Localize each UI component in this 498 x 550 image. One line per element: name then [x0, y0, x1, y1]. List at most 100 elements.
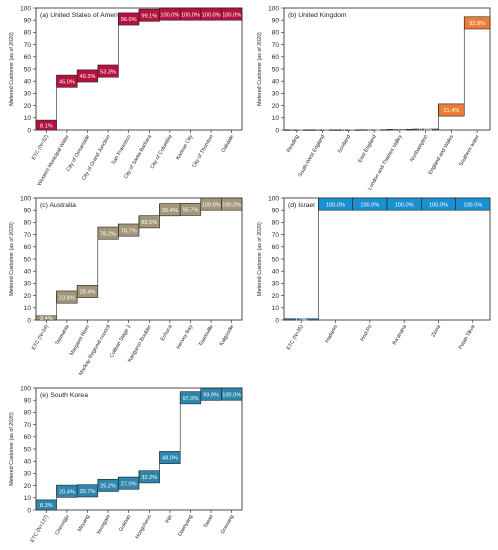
data-label: 99.9%: [203, 392, 219, 398]
chart-panel-3: 0 10 20 30 40 50 60 70 80 90 100 Metered Customer (…: [9, 195, 243, 377]
y-axis-label: Metered Customer (as of 2020): [9, 412, 15, 486]
x-tick-label: San Francisco: [111, 134, 133, 166]
data-label: 100.0%: [395, 202, 414, 208]
data-label: 48.0%: [162, 456, 178, 462]
panel-title: (e) South Korea: [40, 392, 88, 399]
x-tick-label: East England: [357, 134, 378, 164]
x-tick-label: Taean: [203, 514, 215, 529]
plot-frame: [35, 7, 243, 131]
x-tick-label: Kansas City: [175, 134, 194, 161]
y-axis-label: Metered Customer (as of 2020): [257, 222, 263, 296]
x-tick-label: Oakdale: [221, 134, 236, 154]
y-tick-label: 30: [272, 91, 280, 98]
data-label: 8.1%: [40, 123, 53, 129]
data-label: 28.4%: [80, 290, 96, 296]
data-label: 100.0%: [360, 202, 379, 208]
x-tick-label: South-West England: [297, 134, 326, 178]
bar: [455, 197, 491, 211]
bar: [221, 387, 243, 401]
data-label: 76.2%: [100, 231, 116, 237]
y-tick-label: 80: [24, 30, 32, 37]
data-label: 53.3%: [100, 69, 116, 75]
bar: [76, 285, 99, 298]
x-tick-label: City of Columbia: [149, 134, 173, 170]
x-tick-label: ETC (N=34): [31, 324, 50, 351]
y-tick-label: 70: [24, 232, 32, 239]
y-tick-label: 30: [272, 281, 280, 288]
y-tick-label: 50: [272, 256, 280, 263]
y-tick-label: 90: [272, 18, 280, 25]
y-tick-label: 60: [24, 434, 32, 441]
chart-panel-1: 0 10 20 30 40 50 60 70 80 90 100 Metered Customer (…: [9, 5, 243, 187]
y-tick-label: 80: [272, 220, 280, 227]
y-tick-label: 90: [24, 398, 32, 405]
x-tick-label: Scotland: [337, 134, 352, 155]
data-label: 100.0%: [160, 12, 179, 18]
y-tick-label: 40: [272, 79, 280, 86]
x-tick-label: Coliban Stage 2: [109, 324, 133, 359]
x-tick-label: City of Thornton: [191, 134, 215, 169]
y-tick-label: 10: [24, 305, 32, 312]
y-tick-label: 30: [24, 91, 32, 98]
data-label: 100.0%: [181, 12, 200, 18]
data-label: 95.4%: [162, 208, 178, 214]
y-tick-label: 50: [24, 446, 32, 453]
y-tick-label: 100: [268, 195, 279, 202]
data-label: 100.0%: [222, 202, 241, 208]
data-label: 23.8%: [59, 295, 75, 301]
y-tick-label: 50: [24, 66, 32, 73]
panel-title: (c) Australia: [40, 202, 76, 209]
data-label: 49.3%: [80, 74, 96, 80]
y-tick-label: 90: [24, 18, 32, 25]
y-tick-label: 0: [275, 317, 279, 324]
y-tick-label: 70: [24, 42, 32, 49]
x-tick-label: Southern water: [458, 134, 481, 168]
x-tick-label: Reading: [286, 134, 301, 154]
y-tick-label: 40: [272, 269, 280, 276]
x-tick-label: Cheongju: [54, 514, 70, 536]
x-tick-label: Yeongam: [96, 514, 112, 536]
y-tick-label: 10: [272, 305, 280, 312]
bar: [221, 197, 243, 211]
y-tick-label: 0: [27, 507, 31, 514]
x-tick-label: ETC (N=32): [31, 134, 50, 161]
x-tick-label: Gokhan: [118, 514, 132, 533]
chart-panel-4: 0 10 20 30 40 50 60 70 80 90 100 Metered Customer (…: [257, 195, 491, 351]
y-tick-label: 20: [272, 103, 280, 110]
y-tick-label: 10: [24, 115, 32, 122]
x-tick-label: Petah Tikva: [458, 324, 477, 351]
y-tick-label: 80: [24, 220, 32, 227]
x-tick-label: ETC (N=35): [286, 324, 305, 351]
x-tick-label: Daenyang: [177, 514, 194, 538]
y-tick-label: 60: [272, 244, 280, 251]
y-tick-label: 90: [272, 208, 280, 215]
x-tick-label: Hod-Pri: [360, 324, 374, 342]
y-tick-label: 10: [272, 115, 280, 122]
y-tick-label: 50: [272, 66, 280, 73]
y-tick-label: 60: [24, 244, 32, 251]
y-tick-label: 0: [27, 127, 31, 134]
bar: [97, 64, 119, 78]
y-tick-label: 40: [24, 459, 32, 466]
y-tick-label: 100: [268, 5, 279, 12]
x-tick-label: Miryang: [77, 514, 91, 533]
x-tick-label: ETC (N=137): [29, 514, 50, 544]
x-tick-label: Northampton: [409, 134, 429, 163]
data-label: 99.1%: [141, 13, 157, 19]
y-tick-label: 70: [272, 42, 280, 49]
y-tick-label: 20: [24, 483, 32, 490]
y-tick-label: 100: [20, 5, 31, 12]
chart-panel-5: 0 10 20 30 40 50 60 70 80 90 100 Metered Customer (…: [9, 385, 243, 544]
bar: [221, 7, 243, 21]
panel-title: (b) United Kingdom: [288, 12, 347, 19]
chart-panel-2: 0 10 20 30 40 50 60 70 80 90 100 Metered Customer (…: [257, 5, 491, 191]
bar: [118, 223, 140, 237]
data-label: 25.2%: [100, 484, 116, 490]
data-label: 100.0%: [202, 202, 221, 208]
y-tick-label: 70: [24, 422, 32, 429]
y-tick-label: 0: [27, 317, 31, 324]
data-label: 100.0%: [202, 12, 221, 18]
y-axis-label: Metered Customer (as of 2020): [9, 222, 15, 296]
data-label: 100.0%: [463, 202, 482, 208]
y-tick-label: 100: [20, 195, 31, 202]
